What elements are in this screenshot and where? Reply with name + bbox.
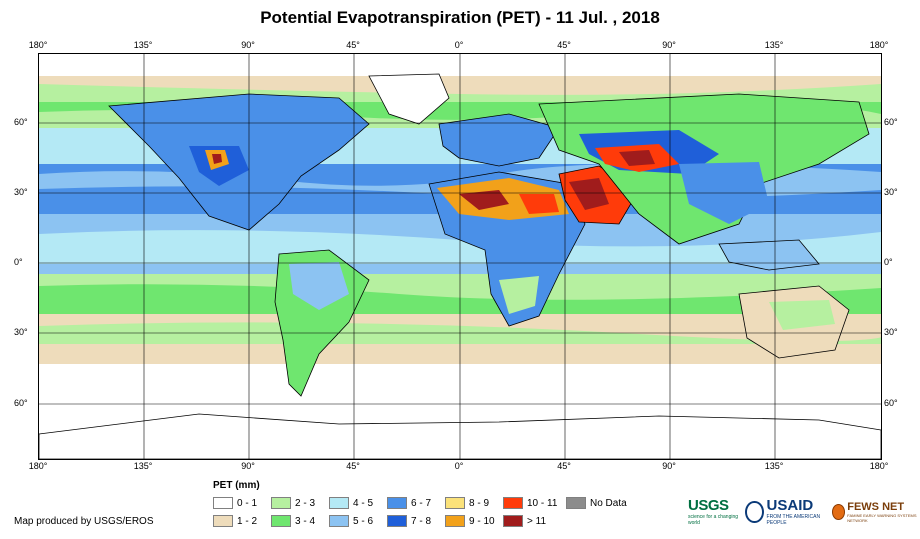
usaid-logo: USAID FROM THE AMERICAN PEOPLE xyxy=(745,497,826,526)
legend-swatch xyxy=(387,497,407,509)
usgs-logo: USGS science for a changing world xyxy=(688,497,739,526)
lat-tick-right: 30° xyxy=(884,187,898,197)
legend-swatch xyxy=(271,515,291,527)
lat-tick-left: 60° xyxy=(14,117,28,127)
lon-tick-bottom: 0° xyxy=(454,461,464,471)
lat-tick-right: 60° xyxy=(884,117,898,127)
legend-item: 8 - 9 xyxy=(445,497,489,509)
map-title: Potential Evapotranspiration (PET) - 11 … xyxy=(260,8,660,27)
legend-item: > 11 xyxy=(503,515,546,527)
legend-swatch xyxy=(445,515,465,527)
lon-tick-top: 90° xyxy=(241,40,255,50)
lat-tick-left: 0° xyxy=(14,257,23,267)
lon-tick-top: 135° xyxy=(133,40,153,50)
legend-swatch xyxy=(503,497,523,509)
legend-swatch xyxy=(445,497,465,509)
lon-tick-bottom: 90° xyxy=(662,461,676,471)
legend-item: 5 - 6 xyxy=(329,515,373,527)
pet-map xyxy=(38,53,882,460)
lon-tick-bottom: 180° xyxy=(28,461,48,471)
lat-tick-left: 60° xyxy=(14,398,28,408)
lon-tick-bottom: 135° xyxy=(764,461,784,471)
legend-item: 3 - 4 xyxy=(271,515,315,527)
usaid-seal-icon xyxy=(745,500,764,523)
pet-map-svg xyxy=(39,54,881,459)
legend-swatch xyxy=(387,515,407,527)
lon-tick-top: 180° xyxy=(28,40,48,50)
lon-tick-bottom: 45° xyxy=(557,461,571,471)
lon-tick-top: 0° xyxy=(454,40,464,50)
legend-swatch xyxy=(566,497,586,509)
lat-tick-right: 0° xyxy=(884,257,893,267)
lon-tick-bottom: 135° xyxy=(133,461,153,471)
fews-net-logo: FEWS NET FAMINE EARLY WARNING SYSTEMS NE… xyxy=(832,501,920,523)
legend-item: 7 - 8 xyxy=(387,515,431,527)
lon-tick-top: 135° xyxy=(764,40,784,50)
legend-item: 4 - 5 xyxy=(329,497,373,509)
lon-tick-top: 180° xyxy=(869,40,889,50)
legend-item: 0 - 1 xyxy=(213,497,257,509)
lon-tick-top: 45° xyxy=(557,40,571,50)
legend-swatch xyxy=(213,497,233,509)
lon-tick-bottom: 180° xyxy=(869,461,889,471)
legend-item: No Data xyxy=(566,497,627,509)
logo-strip: USGS science for a changing world USAID … xyxy=(688,497,920,526)
lat-tick-right: 30° xyxy=(884,327,898,337)
legend-title: PET (mm) xyxy=(213,480,260,491)
credit-text: Map produced by USGS/EROS xyxy=(14,516,154,527)
legend-swatch xyxy=(329,515,349,527)
legend-swatch xyxy=(271,497,291,509)
legend-item: 10 - 11 xyxy=(503,497,557,509)
legend-swatch xyxy=(503,515,523,527)
lon-tick-bottom: 90° xyxy=(241,461,255,471)
legend-swatch xyxy=(329,497,349,509)
lon-tick-top: 45° xyxy=(346,40,360,50)
fews-globe-icon xyxy=(832,503,846,520)
lat-tick-left: 30° xyxy=(14,327,28,337)
legend-item: 6 - 7 xyxy=(387,497,431,509)
legend-swatch xyxy=(213,515,233,527)
lon-tick-top: 90° xyxy=(662,40,676,50)
legend-item: 2 - 3 xyxy=(271,497,315,509)
lat-tick-right: 60° xyxy=(884,398,898,408)
legend-item: 1 - 2 xyxy=(213,515,257,527)
lat-tick-left: 30° xyxy=(14,187,28,197)
lon-tick-bottom: 45° xyxy=(346,461,360,471)
legend-item: 9 - 10 xyxy=(445,515,495,527)
